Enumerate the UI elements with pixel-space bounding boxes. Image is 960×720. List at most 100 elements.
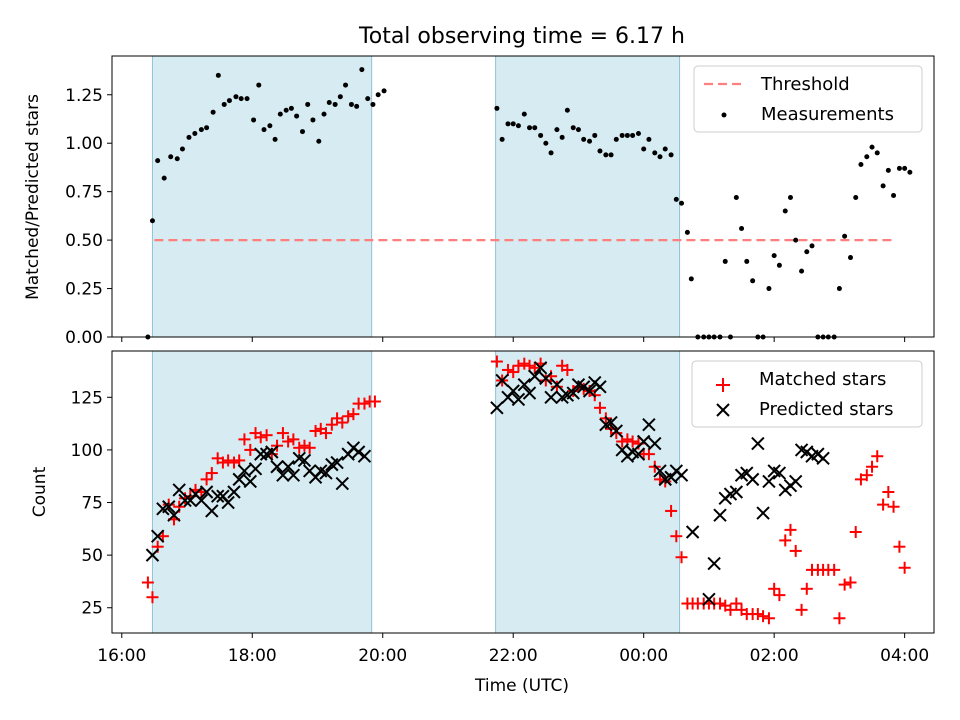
predicted-star-point xyxy=(788,474,803,489)
measurement-point xyxy=(679,200,685,206)
measurement-point xyxy=(907,169,913,175)
predicted-star-point xyxy=(270,460,284,474)
matched-star-point xyxy=(146,591,159,604)
matched-star-point xyxy=(254,431,267,444)
measurement-point xyxy=(603,152,609,158)
measurement-point xyxy=(251,117,257,123)
y-tick-label: 1.00 xyxy=(65,134,103,154)
measurement-point xyxy=(885,167,891,173)
measurement-point xyxy=(155,158,161,164)
x-tick-label: 16:00 xyxy=(97,646,146,666)
bottom-plot-frame xyxy=(111,350,935,634)
top-plot-frame xyxy=(111,55,935,338)
predicted-star-point xyxy=(199,485,214,499)
matched-star-point xyxy=(800,582,813,595)
measurement-point xyxy=(283,107,289,113)
top-y-axis-label: Matched/Predicted stars xyxy=(23,94,43,300)
measurement-point xyxy=(343,82,349,88)
measurement-point xyxy=(326,100,332,106)
predicted-star-point xyxy=(544,390,558,405)
measurement-point xyxy=(869,144,875,150)
measurement-point xyxy=(375,92,381,98)
measurement-point xyxy=(316,138,322,144)
predicted-star-point xyxy=(172,483,186,497)
measurement-point xyxy=(880,183,886,189)
matched-star-point xyxy=(670,530,683,543)
x-tick-label: 04:00 xyxy=(880,646,929,666)
x-tick-label: 18:00 xyxy=(228,646,277,666)
matched-star-point xyxy=(358,397,371,410)
predicted-star-point xyxy=(653,464,667,478)
matched-star-point xyxy=(762,612,775,625)
predicted-star-point xyxy=(237,464,252,478)
y-tick-label: 1.25 xyxy=(65,86,103,106)
measurement-point xyxy=(161,175,167,181)
measurement-point xyxy=(858,162,864,168)
measurement-point xyxy=(891,193,897,199)
measurement-point xyxy=(619,132,625,138)
measurement-point xyxy=(238,96,244,102)
predicted-star-point xyxy=(756,506,770,520)
matched-star-point xyxy=(898,561,911,574)
predicted-star-point xyxy=(816,451,830,466)
measurement-point xyxy=(776,262,782,268)
measurement-point xyxy=(548,150,554,156)
x-tick-label: 20:00 xyxy=(358,646,407,666)
measurement-point xyxy=(809,243,815,249)
matched-star-point xyxy=(751,608,764,621)
matched-star-point xyxy=(642,448,655,461)
measurement-point xyxy=(174,156,180,162)
matched-star-point xyxy=(512,359,525,372)
measurement-point xyxy=(750,278,756,284)
measurement-point xyxy=(499,136,505,142)
measurement-point xyxy=(597,148,603,154)
matched-star-point xyxy=(342,410,355,423)
predicted-star-point xyxy=(593,380,607,394)
predicted-star-point xyxy=(674,468,689,482)
matched-star-point xyxy=(768,582,781,595)
matched-star-point xyxy=(866,460,879,473)
matched-star-point xyxy=(616,435,629,448)
measurement-point xyxy=(874,150,880,156)
matched-star-point xyxy=(490,355,503,368)
measurement-point xyxy=(896,165,902,171)
measurement-point xyxy=(662,146,668,152)
measurement-point xyxy=(652,150,658,156)
predicted-star-point xyxy=(297,453,312,468)
measurement-point xyxy=(515,123,521,129)
measurement-point xyxy=(624,132,630,138)
measurement-point xyxy=(771,253,777,259)
matched-star-point xyxy=(665,504,678,517)
measurement-point xyxy=(521,111,527,117)
measurement-point xyxy=(587,138,593,144)
predicted-star-point xyxy=(265,445,279,459)
matched-star-point xyxy=(276,427,289,440)
predicted-star-point xyxy=(150,529,165,543)
measurement-point xyxy=(337,94,343,100)
predicted-star-point xyxy=(254,447,268,461)
predicted-star-point xyxy=(210,489,225,503)
matched-star-point xyxy=(773,589,786,602)
measurement-point xyxy=(321,111,327,117)
predicted-star-point xyxy=(707,556,721,571)
measurement-point xyxy=(722,258,728,264)
top-y-axis-ticks: 0.00 0.25 0.50 0.75 1.00 1.25 xyxy=(65,86,112,348)
matched-star-point xyxy=(844,576,857,589)
matched-star-point xyxy=(877,498,890,511)
matched-star-point xyxy=(561,363,574,376)
matched-star-point xyxy=(200,473,213,486)
y-tick-label: 125 xyxy=(71,388,103,408)
matched-star-point xyxy=(260,429,273,442)
bottom-x-axis-ticks: 16:00 18:00 20:00 22:00 00:00 02:00 04:00 xyxy=(97,633,929,666)
predicted-star-point xyxy=(162,500,176,514)
y-tick-label: 0.25 xyxy=(65,280,103,300)
y-tick-label: 100 xyxy=(71,441,103,461)
measurement-point xyxy=(168,154,174,160)
measurement-point xyxy=(348,101,354,107)
predicted-star-point xyxy=(648,436,662,451)
measurement-point xyxy=(673,196,679,202)
predicted-star-point xyxy=(319,466,333,480)
predicted-star-point xyxy=(221,495,235,510)
matched-star-point xyxy=(347,408,360,421)
x-tick-label: 22:00 xyxy=(489,646,538,666)
